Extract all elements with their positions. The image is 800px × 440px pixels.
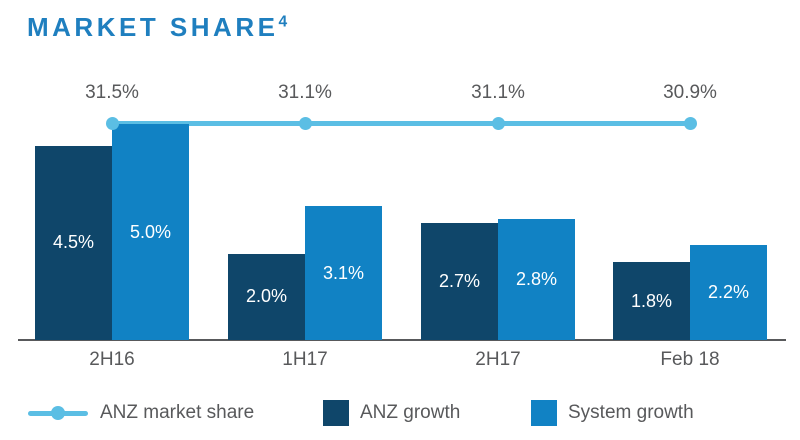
line-value-label: 31.1% bbox=[278, 82, 332, 103]
bar-value-label: 2.2% bbox=[707, 281, 750, 302]
bar-value-label: 1.8% bbox=[630, 290, 673, 311]
category-label: 1H17 bbox=[282, 349, 328, 370]
legend-item-anz-growth: ANZ growth bbox=[323, 398, 460, 428]
category-label: 2H16 bbox=[89, 349, 135, 370]
line-value-label: 31.1% bbox=[471, 82, 525, 103]
title-text: MARKET SHARE bbox=[27, 12, 279, 42]
x-axis-line bbox=[18, 339, 786, 341]
line-marker-icon bbox=[105, 116, 119, 130]
bar-value-label: 2.0% bbox=[245, 286, 288, 307]
line-value-label: 31.5% bbox=[85, 82, 139, 103]
bar-anz-growth: 2.0% bbox=[228, 253, 305, 340]
bar-value-label: 5.0% bbox=[129, 221, 172, 242]
legend-item-system-growth: System growth bbox=[531, 398, 694, 428]
bar-value-label: 4.5% bbox=[52, 232, 95, 253]
legend-item-anz-market-share: ANZ market share bbox=[28, 398, 254, 428]
category-label: 2H17 bbox=[475, 349, 521, 370]
bar-anz-growth: 4.5% bbox=[35, 145, 112, 340]
dark-square-swatch-icon bbox=[323, 400, 349, 426]
line-marker-icon bbox=[51, 406, 65, 420]
bar-system-growth: 2.8% bbox=[498, 219, 575, 340]
title-footnote-superscript: 4 bbox=[278, 13, 288, 31]
line-marker-icon bbox=[298, 116, 312, 130]
bar-system-growth: 2.2% bbox=[690, 244, 767, 340]
bar-anz-growth: 2.7% bbox=[421, 223, 498, 340]
legend-label: ANZ growth bbox=[360, 402, 461, 423]
bar-value-label: 2.8% bbox=[515, 269, 558, 289]
bar-value-label: 3.1% bbox=[322, 262, 365, 283]
page-title: MARKET SHARE4 bbox=[27, 12, 287, 43]
legend: ANZ market share ANZ growth System growt… bbox=[0, 398, 800, 430]
line-value-label: 30.9% bbox=[663, 82, 717, 103]
bar-value-label: 2.7% bbox=[438, 271, 481, 292]
line-dot-swatch-icon bbox=[28, 406, 88, 420]
category-label: Feb 18 bbox=[660, 349, 720, 370]
line-marker-icon bbox=[491, 116, 505, 130]
legend-label: System growth bbox=[568, 402, 694, 423]
light-square-swatch-icon bbox=[531, 400, 557, 426]
bar-system-growth: 3.1% bbox=[305, 206, 382, 340]
bar-anz-growth: 1.8% bbox=[613, 262, 690, 340]
bar-system-growth: 5.0% bbox=[112, 124, 189, 340]
anz-market-share-line bbox=[112, 120, 690, 126]
line-marker-icon bbox=[683, 116, 697, 130]
legend-label: ANZ market share bbox=[100, 402, 255, 423]
